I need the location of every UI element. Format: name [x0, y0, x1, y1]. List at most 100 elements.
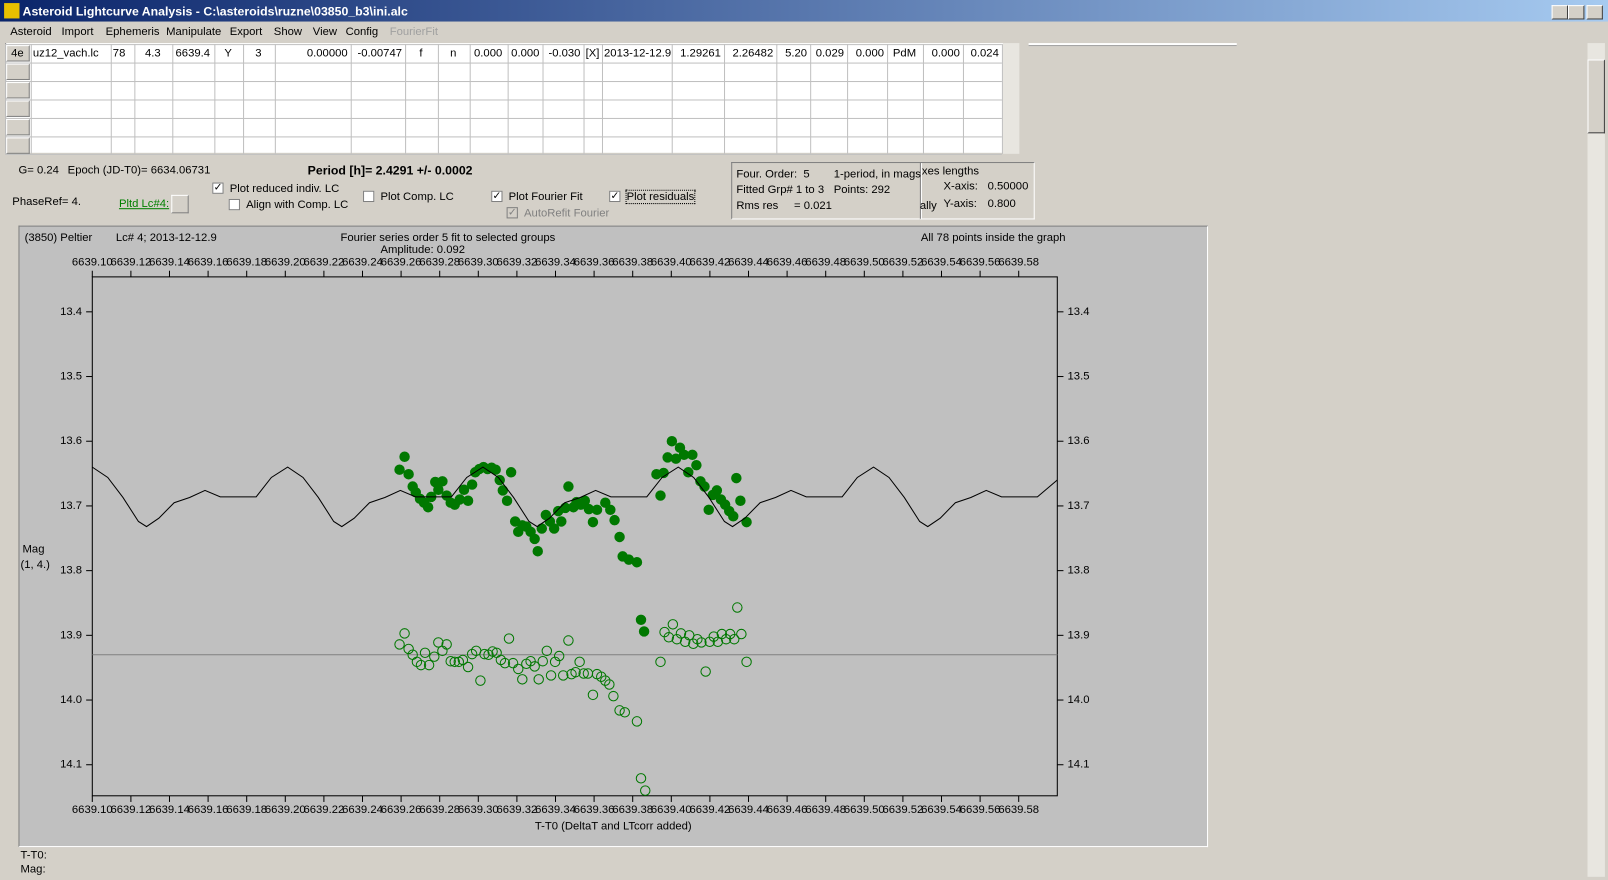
table-col-line	[110, 44, 112, 154]
checkbox[interactable]: ✓	[212, 182, 224, 194]
filled-point	[711, 485, 723, 496]
table-cell[interactable]: -0.030	[548, 47, 581, 60]
table-col-line	[776, 44, 778, 154]
table-row-line	[5, 153, 1002, 155]
restore-button[interactable]	[1568, 5, 1585, 20]
table-cell[interactable]: 3	[255, 47, 262, 60]
main-scrollbar[interactable]	[1587, 43, 1605, 877]
table-cell[interactable]: 0.000	[511, 47, 540, 60]
table-cell[interactable]: 0.000	[855, 47, 884, 60]
checkbox-label[interactable]: Plot residuals	[625, 189, 696, 205]
y-axis-label: Mag	[23, 544, 45, 556]
checkbox[interactable]	[228, 198, 240, 211]
x-tick-label: 6639.12	[111, 804, 152, 816]
row-header[interactable]	[6, 63, 30, 80]
table-cell[interactable]: 1.29261	[680, 47, 721, 60]
main-scroll-thumb[interactable]	[1587, 59, 1605, 134]
table-cell[interactable]: n	[450, 47, 457, 60]
spinner[interactable]	[171, 194, 189, 214]
filled-point	[394, 464, 405, 475]
checkbox-label[interactable]: Plot Comp. LC	[380, 190, 454, 204]
table-col-line	[437, 44, 439, 154]
hollow-point	[663, 632, 675, 643]
hollow-point	[503, 633, 515, 644]
table-cell[interactable]: 2.26482	[732, 47, 774, 60]
table-row-line	[5, 44, 1002, 46]
x-tick-label: 6639.40	[651, 257, 692, 269]
table-cell[interactable]: f	[419, 47, 423, 60]
table-cell[interactable]: 0.029	[815, 47, 844, 60]
checkbox[interactable]	[363, 190, 375, 203]
table-cell[interactable]: 0.00000	[306, 47, 348, 60]
checkbox[interactable]: ✓	[491, 190, 503, 203]
axes-info: 0.50000	[987, 180, 1029, 193]
checkbox-label[interactable]: Plot reduced indiv. LC	[229, 182, 340, 195]
table-row-line	[5, 117, 1002, 119]
table-col-line	[214, 44, 216, 154]
x-tick-label: 6639.52	[883, 804, 924, 816]
row-header[interactable]	[6, 82, 30, 99]
table-cell[interactable]: Y	[224, 47, 232, 60]
table-cell[interactable]: 0.000	[474, 47, 503, 60]
hollow-point	[533, 674, 544, 685]
menu-item[interactable]: Export	[229, 25, 263, 38]
table-col-line	[1001, 44, 1003, 154]
menu-item[interactable]: Asteroid	[10, 25, 52, 38]
table-cell[interactable]: 0.000	[931, 47, 960, 60]
table-cell[interactable]: 6639.4	[175, 47, 211, 60]
x-tick-label: 6639.36	[574, 804, 615, 816]
row-header[interactable]	[6, 118, 30, 136]
menu-item[interactable]: View	[312, 25, 338, 38]
menu-item[interactable]: Config	[345, 25, 379, 38]
table-scrollbar[interactable]	[1002, 43, 1020, 154]
hollow-point	[604, 679, 615, 690]
checkbox-label[interactable]: Align with Comp. LC	[246, 198, 349, 212]
filled-point	[605, 504, 616, 516]
table-cell[interactable]: 78	[112, 47, 126, 60]
row-header[interactable]	[6, 100, 30, 117]
checkbox[interactable]: ✓	[609, 190, 621, 203]
row-header[interactable]	[6, 45, 30, 62]
x-tick-label: 6639.50	[844, 804, 885, 816]
table-cell[interactable]: 0.024	[970, 47, 999, 60]
fourier-info: Points: 292	[833, 183, 891, 196]
table-cell[interactable]: PdM	[892, 47, 917, 60]
menu-item[interactable]: Ephemeris	[105, 25, 160, 38]
y-axis-label: (1, 4.)	[21, 559, 51, 571]
menu-item[interactable]: FourierFit	[389, 25, 438, 38]
checkbox: ✓	[506, 207, 518, 219]
close-button[interactable]	[1586, 5, 1603, 20]
row-header[interactable]	[6, 137, 30, 154]
hollow-point	[587, 689, 599, 701]
table-col-line	[243, 44, 245, 154]
fourier-box	[731, 162, 922, 220]
menu-item[interactable]: Manipulate	[166, 25, 222, 38]
x-tick-label: 6639.36	[574, 257, 615, 269]
x-tick-label: 6639.40	[651, 804, 692, 816]
filled-point	[631, 556, 643, 568]
menu-item[interactable]: Show	[273, 25, 303, 38]
menu-item[interactable]: Import	[61, 25, 94, 38]
table-cell[interactable]: 4.3	[144, 47, 161, 60]
x-tick-label: 6639.38	[612, 804, 653, 816]
minimize-button[interactable]	[1551, 5, 1569, 20]
filled-point	[403, 468, 414, 480]
table-cell[interactable]: -0.00747	[357, 47, 402, 60]
x-tick-label: 6639.56	[960, 804, 1001, 816]
table-cell[interactable]: uz12_vach.lc	[32, 47, 99, 60]
y-tick-label: 13.5	[1068, 371, 1090, 383]
checkbox-label[interactable]: Plot Fourier Fit	[508, 190, 583, 204]
filled-point	[731, 472, 742, 484]
table-cell[interactable]: 5.20	[785, 47, 808, 60]
filled-point	[683, 467, 694, 478]
hollow-point	[441, 639, 452, 650]
table-cell[interactable]: [X]	[585, 47, 600, 60]
filled-point	[609, 514, 620, 526]
table-col-line	[172, 44, 174, 154]
plotted-lc[interactable]: Pltd Lc#4:	[118, 197, 170, 211]
table-cell[interactable]: 2013-12-12.9	[604, 47, 672, 60]
hollow-point	[487, 646, 498, 657]
table-cell[interactable]: 4e	[11, 47, 24, 60]
x-tick-label: 6639.30	[458, 257, 499, 269]
